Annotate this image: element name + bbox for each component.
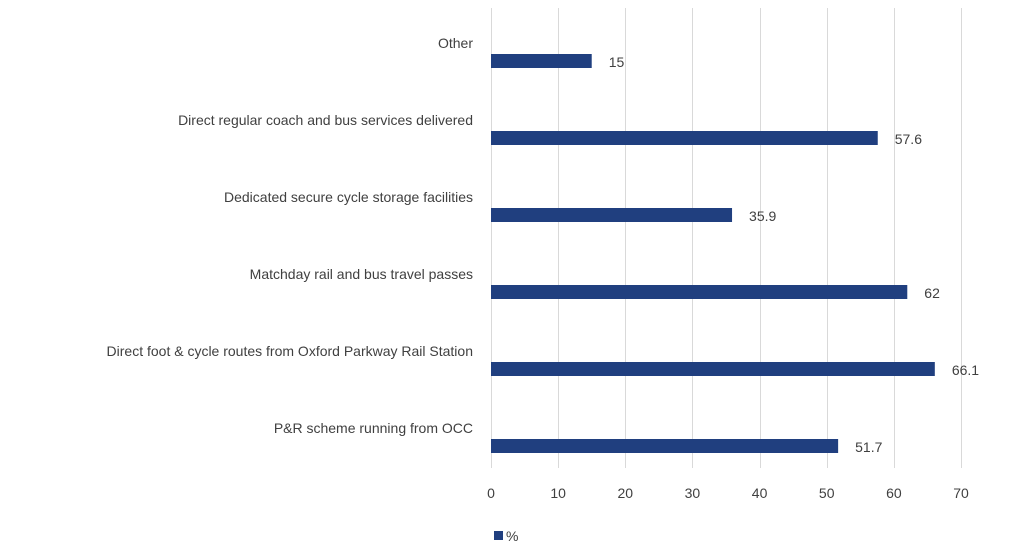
gridlines (491, 8, 962, 468)
x-tick-label-30: 30 (685, 485, 701, 501)
category-labels: Other Direct regular coach and bus servic… (107, 35, 474, 436)
bar-5 (491, 362, 935, 376)
bar-2 (491, 131, 878, 145)
data-label-5: 66.1 (952, 362, 979, 378)
legend-swatch (494, 531, 503, 540)
x-tick-label-0: 0 (487, 485, 495, 501)
data-label-2: 57.6 (895, 131, 922, 147)
legend: % (494, 528, 518, 544)
category-label-5: Direct foot & cycle routes from Oxford P… (107, 343, 473, 359)
bar-6 (491, 439, 839, 453)
legend-label: % (506, 528, 518, 544)
data-label-1: 15 (609, 54, 625, 70)
data-label-4: 62 (924, 285, 940, 301)
x-tick-label-20: 20 (617, 485, 633, 501)
category-label-3: Dedicated secure cycle storage facilitie… (224, 189, 473, 205)
x-tick-label-70: 70 (953, 485, 969, 501)
category-label-2: Direct regular coach and bus services de… (178, 112, 473, 128)
x-tick-label-60: 60 (886, 485, 902, 501)
category-label-6: P&R scheme running from OCC (274, 420, 473, 436)
x-tick-label-50: 50 (819, 485, 835, 501)
x-tick-label-10: 10 (550, 485, 566, 501)
data-labels: 15 57.6 35.9 62 66.1 51.7 (609, 54, 980, 455)
bars (491, 54, 935, 453)
x-axis-tick-labels: 0 10 20 30 40 50 60 70 (487, 485, 969, 501)
data-label-3: 35.9 (749, 208, 776, 224)
bar-1 (491, 54, 592, 68)
category-label-4: Matchday rail and bus travel passes (250, 266, 473, 282)
data-label-6: 51.7 (855, 439, 882, 455)
bar-4 (491, 285, 908, 299)
x-tick-label-40: 40 (752, 485, 768, 501)
bar-3 (491, 208, 733, 222)
category-label-1: Other (438, 35, 473, 51)
